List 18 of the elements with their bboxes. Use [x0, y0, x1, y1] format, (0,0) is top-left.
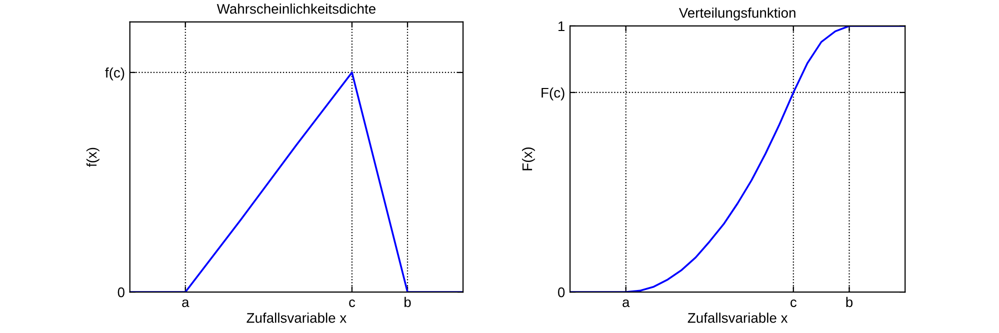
x-tick-label: c: [790, 299, 797, 308]
x-tick-label: a: [622, 299, 630, 308]
x-tick-label: b: [846, 296, 853, 308]
y-tick-label: F(c): [542, 87, 564, 100]
x-tick-label: c: [349, 299, 356, 308]
y-tick-label: 0: [558, 287, 565, 298]
text: 0: [118, 287, 124, 298]
chart-title: Wahrscheinlichkeitsdichte: [216, 4, 376, 14]
x-axis-title: Zufallsvariable x: [246, 312, 346, 323]
text: f(c): [105, 67, 124, 80]
x-tick-label: a: [182, 299, 190, 308]
line-series: [570, 26, 906, 292]
x-axis-title: Zufallsvariable x: [688, 312, 788, 323]
y-axis-title: F(x): [522, 148, 535, 170]
chart-title: Verteilungsfunktion: [678, 8, 796, 21]
x-tick-label: b: [404, 296, 411, 308]
y-tick-label: 1: [558, 21, 564, 32]
y-axis-title: f(x): [86, 148, 100, 167]
